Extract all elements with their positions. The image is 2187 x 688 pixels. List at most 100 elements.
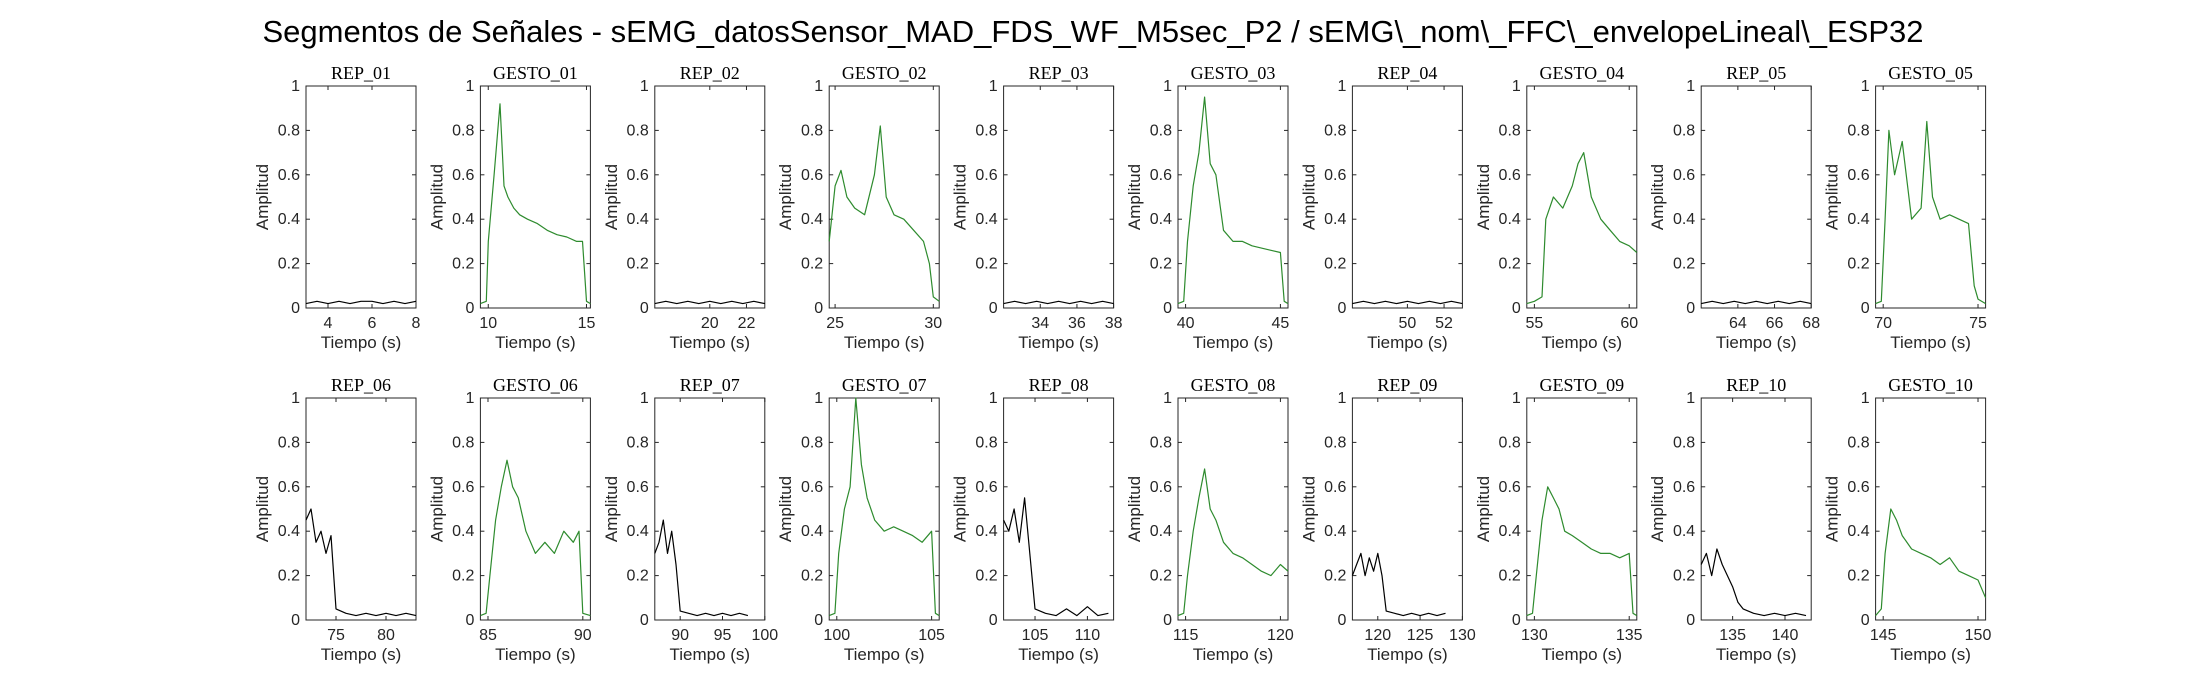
y-tick-label: 0.2	[1673, 568, 1695, 585]
axes-box	[479, 397, 591, 621]
y-tick-label: 0.8	[627, 122, 649, 139]
y-tick-label: 1	[1686, 78, 1695, 95]
x-axis-label: Tiempo (s)	[1018, 333, 1099, 352]
y-tick-label: 0	[1686, 612, 1695, 629]
y-tick-label: 0	[1861, 612, 1870, 629]
subplot-title: GESTO_06	[493, 375, 578, 395]
y-tick-label: 0	[465, 300, 474, 317]
subplot-title: REP_10	[1726, 375, 1786, 395]
y-tick-label: 0.6	[1847, 167, 1869, 184]
y-tick-label: 1	[1337, 78, 1346, 95]
y-tick-label: 0	[814, 300, 823, 317]
y-tick-label: 0.2	[278, 568, 300, 585]
y-tick-label: 0.4	[975, 211, 997, 228]
subplot-title: REP_03	[1029, 63, 1089, 83]
y-tick-label: 0.8	[1673, 122, 1695, 139]
y-tick-label: 1	[989, 390, 998, 407]
subplot: REP_03 0 0.2 0.4 0.6 0.8 1 34 36 38 Tiempo (s) Ampl…	[951, 63, 1123, 352]
y-tick-label: 1	[291, 78, 300, 95]
axes-box	[1875, 85, 1987, 309]
y-tick-label: 0	[1512, 300, 1521, 317]
y-tick-label: 0.2	[452, 256, 474, 273]
series-line	[1003, 300, 1114, 305]
axes-box	[1700, 85, 1812, 309]
y-axis-label: Amplitud	[1474, 164, 1493, 230]
x-tick-label: 120	[1364, 627, 1391, 644]
x-tick-label: 100	[751, 627, 778, 644]
y-tick-label: 1	[465, 390, 474, 407]
y-tick-label: 1	[1163, 78, 1172, 95]
y-tick-label: 0.6	[452, 167, 474, 184]
axes-box	[479, 85, 591, 309]
axes-box	[1700, 397, 1812, 621]
x-tick-label: 130	[1449, 627, 1476, 644]
y-tick-label: 0.6	[278, 167, 300, 184]
y-tick-label: 0.4	[1847, 211, 1869, 228]
y-axis-label: Amplitud	[602, 164, 621, 230]
y-tick-label: 0.8	[1847, 434, 1869, 451]
x-tick-label: 70	[1874, 315, 1892, 332]
subplot: REP_01 0 0.2 0.4 0.6 0.8 1 4 6 8 Tiempo (s) Amplitu…	[253, 63, 421, 352]
subplot-title: GESTO_02	[842, 63, 927, 83]
y-axis-label: Amplitud	[602, 476, 621, 542]
y-axis-label: Amplitud	[951, 164, 970, 230]
y-tick-label: 0.8	[278, 434, 300, 451]
y-tick-label: 0.6	[1499, 479, 1521, 496]
y-tick-label: 0.2	[975, 568, 997, 585]
y-tick-label: 0.2	[1673, 256, 1695, 273]
x-tick-label: 68	[1802, 315, 1820, 332]
axes-box	[1177, 85, 1289, 309]
y-tick-label: 1	[1512, 78, 1521, 95]
subplot-title: REP_06	[331, 375, 391, 395]
axes-box	[305, 397, 417, 621]
y-tick-label: 0.2	[1150, 256, 1172, 273]
x-tick-label: 15	[578, 315, 596, 332]
x-tick-label: 22	[738, 315, 756, 332]
y-tick-label: 0.6	[627, 479, 649, 496]
y-tick-label: 0.6	[801, 479, 823, 496]
x-axis-label: Tiempo (s)	[669, 333, 750, 352]
x-axis-label: Tiempo (s)	[1541, 645, 1622, 664]
axes-box	[1003, 85, 1115, 309]
axes-box	[305, 85, 417, 309]
y-tick-label: 0.6	[975, 167, 997, 184]
x-axis-label: Tiempo (s)	[844, 645, 925, 664]
y-tick-label: 1	[640, 390, 649, 407]
axes-box	[1526, 85, 1638, 309]
y-tick-label: 0.6	[1673, 479, 1695, 496]
x-tick-label: 110	[1075, 627, 1101, 644]
x-axis-label: Tiempo (s)	[1716, 333, 1797, 352]
y-tick-label: 0.4	[278, 523, 300, 540]
x-tick-label: 135	[1616, 627, 1643, 644]
y-axis-label: Amplitud	[1823, 476, 1842, 542]
y-axis-label: Amplitud	[776, 476, 795, 542]
x-tick-label: 64	[1729, 315, 1747, 332]
subplot-title: REP_02	[680, 63, 740, 83]
y-tick-label: 0.2	[452, 568, 474, 585]
y-tick-label: 0.8	[975, 122, 997, 139]
x-tick-label: 30	[924, 315, 942, 332]
y-tick-label: 0.8	[627, 434, 649, 451]
y-axis-label: Amplitud	[427, 476, 446, 542]
y-tick-label: 0	[814, 612, 823, 629]
axes-box	[828, 397, 940, 621]
x-tick-label: 6	[368, 315, 377, 332]
y-tick-label: 1	[989, 78, 998, 95]
y-tick-label: 0.6	[452, 479, 474, 496]
series-line	[654, 300, 765, 305]
y-tick-label: 0.2	[801, 256, 823, 273]
y-tick-label: 0.6	[801, 167, 823, 184]
y-tick-label: 0	[291, 612, 300, 629]
y-tick-label: 1	[1861, 390, 1870, 407]
x-tick-label: 75	[327, 627, 345, 644]
y-tick-label: 1	[465, 78, 474, 95]
x-tick-label: 25	[826, 315, 844, 332]
